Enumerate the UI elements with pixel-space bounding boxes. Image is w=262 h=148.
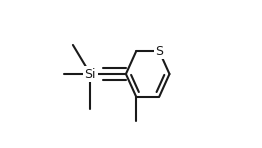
Text: S: S <box>155 45 163 58</box>
Text: Si: Si <box>85 67 96 81</box>
